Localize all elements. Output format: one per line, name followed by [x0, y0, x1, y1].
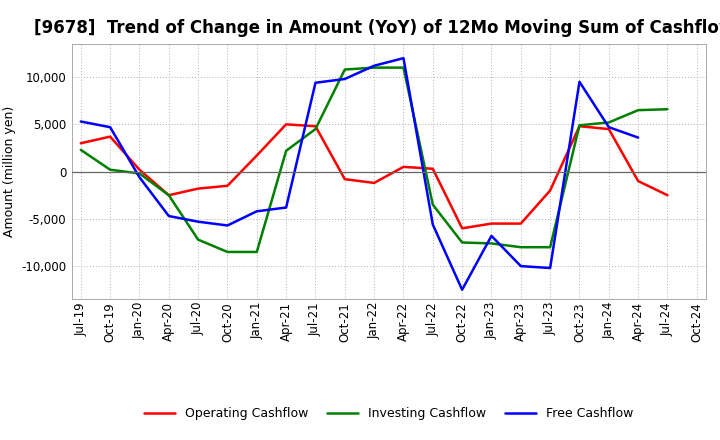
Investing Cashflow — [135, 171, 144, 176]
Operating Cashflow — [194, 186, 202, 191]
Legend: Operating Cashflow, Investing Cashflow, Free Cashflow: Operating Cashflow, Investing Cashflow, … — [139, 403, 639, 425]
Free Cashflow — [605, 125, 613, 130]
Free Cashflow — [253, 209, 261, 214]
Free Cashflow — [458, 287, 467, 293]
Free Cashflow — [428, 222, 437, 227]
Operating Cashflow — [399, 164, 408, 169]
Investing Cashflow — [223, 249, 232, 255]
Free Cashflow — [516, 264, 525, 269]
Operating Cashflow — [311, 124, 320, 129]
Operating Cashflow — [341, 176, 349, 182]
Investing Cashflow — [458, 240, 467, 245]
Operating Cashflow — [516, 221, 525, 226]
Investing Cashflow — [253, 249, 261, 255]
Free Cashflow — [370, 63, 379, 68]
Investing Cashflow — [311, 126, 320, 132]
Investing Cashflow — [106, 167, 114, 172]
Free Cashflow — [634, 135, 642, 140]
Investing Cashflow — [194, 237, 202, 242]
Operating Cashflow — [164, 193, 173, 198]
Investing Cashflow — [370, 65, 379, 70]
Free Cashflow — [575, 79, 584, 84]
Free Cashflow — [76, 119, 85, 124]
Free Cashflow — [546, 265, 554, 271]
Free Cashflow — [399, 55, 408, 61]
Investing Cashflow — [428, 202, 437, 207]
Operating Cashflow — [663, 193, 672, 198]
Operating Cashflow — [575, 124, 584, 129]
Investing Cashflow — [575, 123, 584, 128]
Operating Cashflow — [370, 180, 379, 186]
Operating Cashflow — [634, 178, 642, 183]
Free Cashflow — [282, 205, 290, 210]
Title: [9678]  Trend of Change in Amount (YoY) of 12Mo Moving Sum of Cashflows: [9678] Trend of Change in Amount (YoY) o… — [34, 19, 720, 37]
Free Cashflow — [223, 223, 232, 228]
Free Cashflow — [164, 213, 173, 219]
Investing Cashflow — [634, 107, 642, 113]
Free Cashflow — [194, 219, 202, 224]
Line: Free Cashflow: Free Cashflow — [81, 58, 638, 290]
Operating Cashflow — [76, 141, 85, 146]
Line: Investing Cashflow: Investing Cashflow — [81, 68, 667, 252]
Investing Cashflow — [282, 148, 290, 154]
Investing Cashflow — [399, 65, 408, 70]
Operating Cashflow — [605, 126, 613, 132]
Operating Cashflow — [458, 226, 467, 231]
Investing Cashflow — [546, 245, 554, 250]
Free Cashflow — [487, 233, 496, 238]
Operating Cashflow — [223, 183, 232, 188]
Operating Cashflow — [428, 166, 437, 172]
Y-axis label: Amount (million yen): Amount (million yen) — [3, 106, 16, 237]
Free Cashflow — [135, 175, 144, 180]
Investing Cashflow — [663, 106, 672, 112]
Free Cashflow — [311, 80, 320, 85]
Free Cashflow — [341, 76, 349, 81]
Operating Cashflow — [253, 153, 261, 158]
Free Cashflow — [106, 125, 114, 130]
Operating Cashflow — [282, 122, 290, 127]
Operating Cashflow — [487, 221, 496, 226]
Investing Cashflow — [487, 241, 496, 246]
Investing Cashflow — [516, 245, 525, 250]
Operating Cashflow — [546, 188, 554, 193]
Operating Cashflow — [135, 167, 144, 172]
Investing Cashflow — [605, 120, 613, 125]
Investing Cashflow — [76, 147, 85, 153]
Operating Cashflow — [106, 134, 114, 139]
Line: Operating Cashflow: Operating Cashflow — [81, 125, 667, 228]
Investing Cashflow — [341, 67, 349, 72]
Investing Cashflow — [164, 193, 173, 198]
